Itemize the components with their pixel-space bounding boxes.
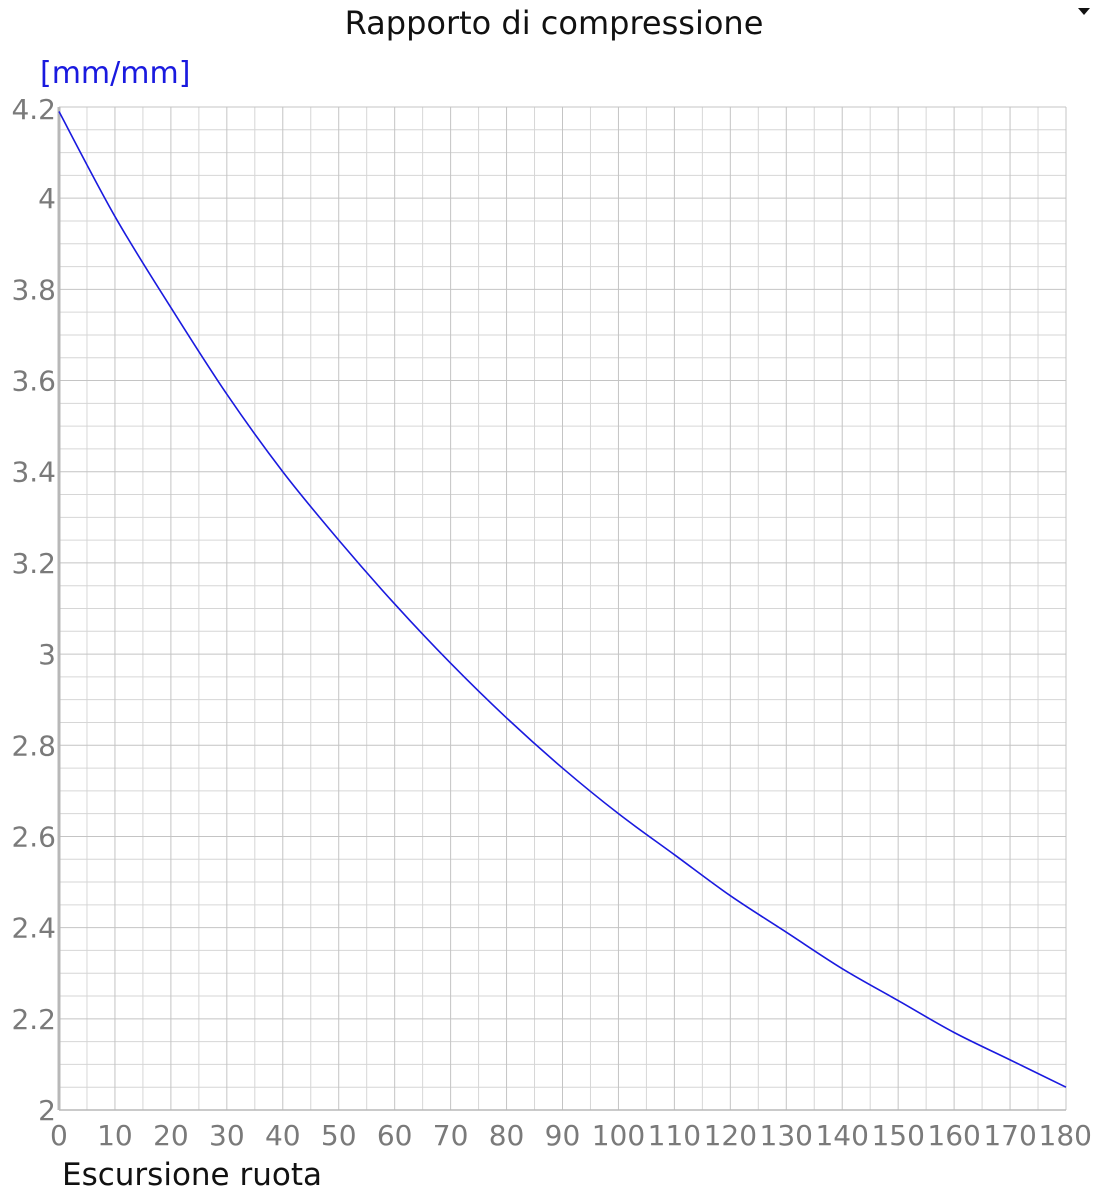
series-line (58, 111, 1067, 1088)
y-tick-label: 2.2 (11, 1003, 56, 1036)
y-tick-label: 2.4 (11, 912, 56, 945)
x-tick-label: 140 (815, 1119, 868, 1152)
y-tick-label: 2 (38, 1094, 56, 1127)
x-tick-label: 30 (209, 1119, 245, 1152)
x-tick-label: 100 (592, 1119, 645, 1152)
x-tick-label: 60 (377, 1119, 413, 1152)
y-tick-label: 2.6 (11, 820, 56, 853)
chart-title: Rapporto di compressione (344, 4, 764, 42)
x-tick-label: 170 (983, 1119, 1036, 1152)
y-tick-label: 3 (38, 638, 56, 671)
x-tick-label: 80 (489, 1119, 525, 1152)
x-axis-label: Escursione ruota (62, 1157, 322, 1193)
x-tick-label: 180 (1039, 1119, 1092, 1152)
x-tick-label: 50 (321, 1119, 357, 1152)
chevron-down-icon[interactable] (1078, 8, 1090, 15)
x-tick-label: 90 (545, 1119, 581, 1152)
x-tick-label: 160 (927, 1119, 980, 1152)
y-tick-labels: 2 2.2 2.4 2.6 2.8 3 3.2 3.4 3.6 3.8 4 4.2 (11, 93, 56, 1127)
x-tick-label: 40 (265, 1119, 301, 1152)
x-tick-label: 20 (153, 1119, 189, 1152)
y-tick-label: 3.8 (11, 273, 56, 306)
axes (57, 107, 1066, 1111)
x-tick-label: 150 (871, 1119, 924, 1152)
y-tick-label: 3.6 (11, 365, 56, 398)
x-tick-labels: 0 10 20 30 40 50 60 70 80 90 100 110 120 130 140 150 160… (50, 1119, 1092, 1152)
x-tick-label: 10 (97, 1119, 133, 1152)
y-axis-unit-label: [mm/mm] (40, 56, 191, 91)
series-group (58, 111, 1067, 1088)
x-tick-label: 0 (50, 1119, 68, 1152)
x-tick-label: 130 (760, 1119, 813, 1152)
x-tick-label: 120 (704, 1119, 757, 1152)
x-tick-label: 70 (433, 1119, 469, 1152)
y-tick-label: 2.8 (11, 729, 56, 762)
x-tick-label: 110 (648, 1119, 701, 1152)
y-tick-label: 4 (38, 182, 56, 215)
y-tick-label: 3.2 (11, 547, 56, 580)
y-tick-label: 3.4 (11, 456, 56, 489)
y-tick-label: 4.2 (11, 93, 56, 126)
